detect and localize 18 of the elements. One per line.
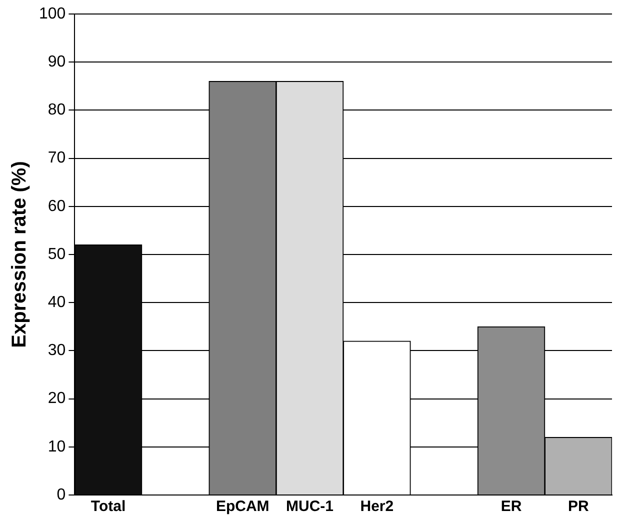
y-tick-label: 10 [48, 438, 66, 456]
y-tick-label: 90 [48, 54, 66, 71]
y-tick-label: 0 [56, 486, 66, 504]
y-tick-label: 50 [48, 246, 66, 263]
y-tick-label: 40 [48, 294, 66, 312]
x-tick-label: Total [90, 498, 126, 516]
x-tick-label: MUC-1 [286, 498, 334, 516]
y-tick-label: 20 [48, 390, 66, 408]
x-tick-label: PR [568, 498, 589, 516]
y-tick-label: 80 [48, 102, 66, 119]
y-tick-label: 70 [48, 150, 66, 167]
y-tick-label: 30 [48, 342, 66, 360]
y-tick-label: 100 [38, 5, 66, 22]
x-tick-label: EpCAM [216, 498, 270, 516]
y-axis-title: Expression rate (%) [8, 161, 31, 348]
y-tick-label: 60 [48, 198, 66, 215]
x-tick-label: Her2 [360, 498, 394, 516]
x-tick-label: ER [500, 498, 522, 516]
